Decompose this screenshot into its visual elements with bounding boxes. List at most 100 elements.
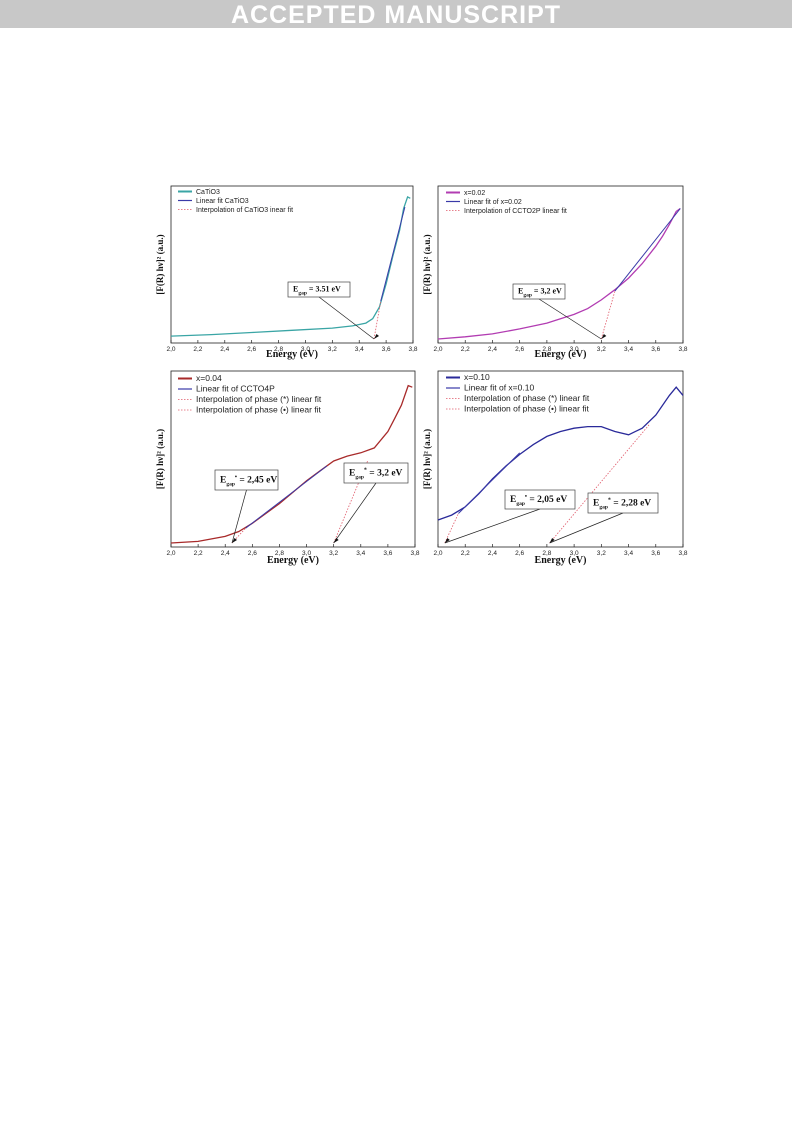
x-tick-label: 3,8 [408,346,417,353]
legend-entry: x=0.10 [464,372,490,382]
x-tick-label: 2,0 [433,346,442,353]
y-axis-label: [F(R) hν]² (a.u.) [422,429,432,489]
x-tick-label: 3,4 [356,550,365,557]
x-tick-label: 3,2 [329,550,338,557]
legend-entry: Interpolation of phase (*) linear fit [464,393,590,403]
legend-entry: Interpolation of CaTiO3 inear fit [196,207,293,214]
series-line-2 [245,465,328,529]
y-axis-label: [F(R) hν]² (a.u.) [155,234,165,294]
annotation-arrowhead [444,538,450,543]
annotation-arrow [333,482,377,544]
chart-panel-3: 2,0 2,2 2,4 2,6 2,8 3,0 3,2 3,4 3,6 3,8 Energy (eV… [155,370,420,566]
x-axis-label: Energy (eV) [535,555,587,566]
annotation-box [343,462,409,484]
x-tick-label: 3,2 [597,346,606,353]
x-tick-label: 2,6 [515,346,524,353]
annotation-label: Egap• = 2,45 eV [220,474,277,487]
x-tick-label: 3,4 [624,346,633,353]
x-tick-label: 2,4 [488,346,497,353]
annotation-label: Egap• = 2,05 eV [510,494,567,507]
x-tick-label: 3,0 [302,550,311,557]
x-axis-label: Energy (eV) [267,555,319,566]
series-line-3 [373,301,382,340]
annotation-label: Egap* = 3,2 eV [349,467,403,480]
x-tick-label: 2,2 [193,346,202,353]
legend-entry: Interpolation of phase (*) linear fit [196,394,322,404]
annotation-arrow [444,508,541,544]
series-line-4 [444,513,459,544]
legend-entry: Linear fit CaTiO3 [196,198,249,205]
legend-entry: Interpolation of CCTO2P linear fit [464,208,567,215]
x-tick-label: 2,6 [248,550,257,557]
x-tick-label: 3,4 [624,550,633,557]
annotation-arrow [538,298,602,340]
series-line-2 [380,206,406,302]
x-tick-label: 3,0 [570,346,579,353]
series-line-1 [437,207,681,340]
x-tick-label: 3,2 [328,346,337,353]
x-tick-label: 2,8 [275,550,284,557]
series-line-1 [170,384,413,544]
x-tick-label: 3,4 [355,346,364,353]
legend-entry: x=0.02 [464,190,485,197]
chart-panel-1: 2,0 2,2 2,4 2,6 2,8 3,0 3,2 3,4 3,6 3,8 Energy (eV… [155,185,418,360]
x-tick-label: 2,6 [515,550,524,557]
x-tick-label: 3,6 [383,550,392,557]
x-tick-label: 3,0 [570,550,579,557]
x-tick-label: 2,2 [461,550,470,557]
x-tick-label: 3,8 [678,550,687,557]
annotation-arrow [318,296,375,340]
x-tick-label: 3,8 [410,550,419,557]
annotation-arrowhead [601,334,607,339]
annotation-arrowhead [333,538,339,543]
legend-entry: Linear fit of x=0.02 [464,199,522,206]
x-tick-label: 3,6 [651,346,660,353]
x-tick-label: 2,0 [433,550,442,557]
x-tick-label: 2,2 [461,346,470,353]
x-tick-label: 2,8 [542,550,551,557]
annotation-box [214,469,279,491]
annotation-arrowhead [549,538,555,543]
series-line-3 [600,290,616,340]
y-axis-label: [F(R) hν]² (a.u.) [422,234,432,294]
annotation-arrowhead [232,538,237,543]
series-line-2 [458,452,521,514]
chart-panel-2: 2,0 2,2 2,4 2,6 2,8 3,0 3,2 3,4 3,6 3,8 Energy (eV… [422,185,688,360]
x-tick-label: 2,4 [220,346,229,353]
plot-frame [170,185,414,344]
series-line-2 [614,208,681,292]
x-axis-label: Energy (eV) [266,349,318,360]
annotation-box [287,281,351,298]
x-tick-label: 3,2 [597,550,606,557]
annotation-label: Egap = 3,2 eV [518,286,562,298]
x-tick-label: 2,4 [488,550,497,557]
annotation-arrowhead [374,334,380,339]
legend-entry: x=0.04 [196,373,222,383]
x-tick-label: 2,0 [166,550,175,557]
x-tick-label: 2,0 [166,346,175,353]
annotation-label: Egap = 3.51 eV [293,284,341,296]
plot-frame [170,370,416,548]
x-tick-label: 3,6 [651,550,660,557]
x-tick-label: 2,8 [274,346,283,353]
chart-panel-4: 2,0 2,2 2,4 2,6 2,8 3,0 3,2 3,4 3,6 3,8 Energy (eV… [422,370,688,566]
legend-entry: Interpolation of phase (•) linear fit [464,404,590,414]
y-axis-label: [F(R) hν]² (a.u.) [155,429,165,489]
annotation-box [504,489,576,510]
annotation-box [587,492,659,514]
x-tick-label: 2,6 [247,346,256,353]
annotation-label: Egap* = 2,28 eV [593,497,651,510]
x-tick-label: 3,6 [382,346,391,353]
x-axis-label: Energy (eV) [535,349,587,360]
legend-entry: Linear fit of CCTO4P [196,384,275,394]
x-tick-label: 3,0 [301,346,310,353]
legend-entry: Linear fit of x=0.10 [464,383,534,393]
plot-frame [437,370,684,548]
annotation-arrow [231,489,247,544]
x-tick-label: 2,8 [542,346,551,353]
annotation-arrow [549,512,624,544]
legend-entry: CaTiO3 [196,189,220,196]
annotation-box [512,283,566,300]
x-tick-label: 2,2 [194,550,203,557]
